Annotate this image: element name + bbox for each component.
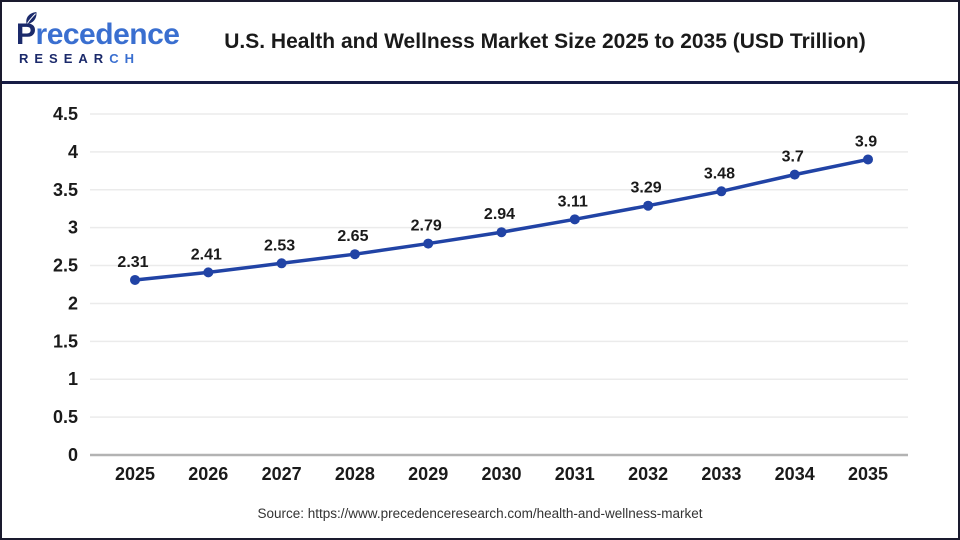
- leaf-icon: [26, 11, 37, 24]
- data-point-label: 2.94: [484, 206, 515, 223]
- data-point-marker: [496, 227, 507, 238]
- y-tick-label: 4.5: [53, 104, 78, 124]
- logo-research-text: RESEARCH: [19, 51, 140, 67]
- header: Precedence RESEARCH U.S. Health and Well…: [2, 2, 958, 84]
- y-tick-label: 4: [68, 142, 78, 162]
- data-point-marker: [276, 258, 287, 269]
- y-tick-label: 0.5: [53, 407, 78, 427]
- y-tick-label: 2.5: [53, 256, 78, 276]
- data-point-label: 3.9: [855, 133, 877, 150]
- data-point-label: 2.41: [191, 246, 222, 263]
- data-point-marker: [423, 238, 434, 249]
- logo-brand-rest: recedence: [35, 17, 180, 51]
- data-point-label: 3.11: [558, 193, 588, 210]
- y-tick-label: 1: [68, 369, 78, 389]
- data-point-label: 3.7: [782, 149, 804, 166]
- data-point-marker: [569, 214, 580, 225]
- x-tick-label: 2028: [335, 464, 375, 484]
- data-point-marker: [643, 200, 654, 211]
- data-point-marker: [130, 274, 140, 285]
- x-tick-label: 2031: [555, 464, 595, 484]
- data-point-label: 2.65: [337, 228, 368, 245]
- y-tick-label: 3.5: [53, 180, 78, 200]
- logo-brand-text: Precedence: [16, 11, 216, 51]
- data-point-label: 2.79: [411, 218, 442, 235]
- x-tick-label: 2033: [701, 464, 741, 484]
- x-tick-label: 2027: [262, 464, 302, 484]
- logo-letter-p: P: [16, 11, 37, 51]
- y-tick-label: 3: [68, 218, 78, 238]
- x-tick-label: 2026: [188, 464, 228, 484]
- chart-title: U.S. Health and Wellness Market Size 202…: [224, 29, 866, 53]
- precedence-research-logo: Precedence RESEARCH: [16, 11, 216, 67]
- y-tick-label: 2: [68, 293, 78, 313]
- x-tick-label: 2032: [628, 464, 668, 484]
- y-tick-label: 1.5: [53, 331, 78, 351]
- x-tick-label: 2035: [848, 464, 888, 484]
- x-tick-label: 2030: [481, 464, 521, 484]
- x-tick-label: 2029: [408, 464, 448, 484]
- data-point-label: 2.31: [117, 254, 148, 271]
- data-point-label: 2.53: [264, 237, 295, 254]
- x-tick-label: 2034: [775, 464, 815, 484]
- data-point-label: 3.48: [704, 165, 735, 182]
- data-point-marker: [789, 169, 800, 180]
- source-caption: Source: https://www.precedenceresearch.c…: [257, 506, 703, 521]
- data-point-marker: [203, 267, 214, 278]
- y-tick-label: 0: [68, 445, 78, 465]
- data-point-marker: [349, 249, 360, 260]
- data-point-marker: [716, 186, 727, 197]
- data-point-label: 3.29: [631, 180, 662, 197]
- data-point-marker: [863, 154, 873, 165]
- x-tick-label: 2025: [115, 464, 155, 484]
